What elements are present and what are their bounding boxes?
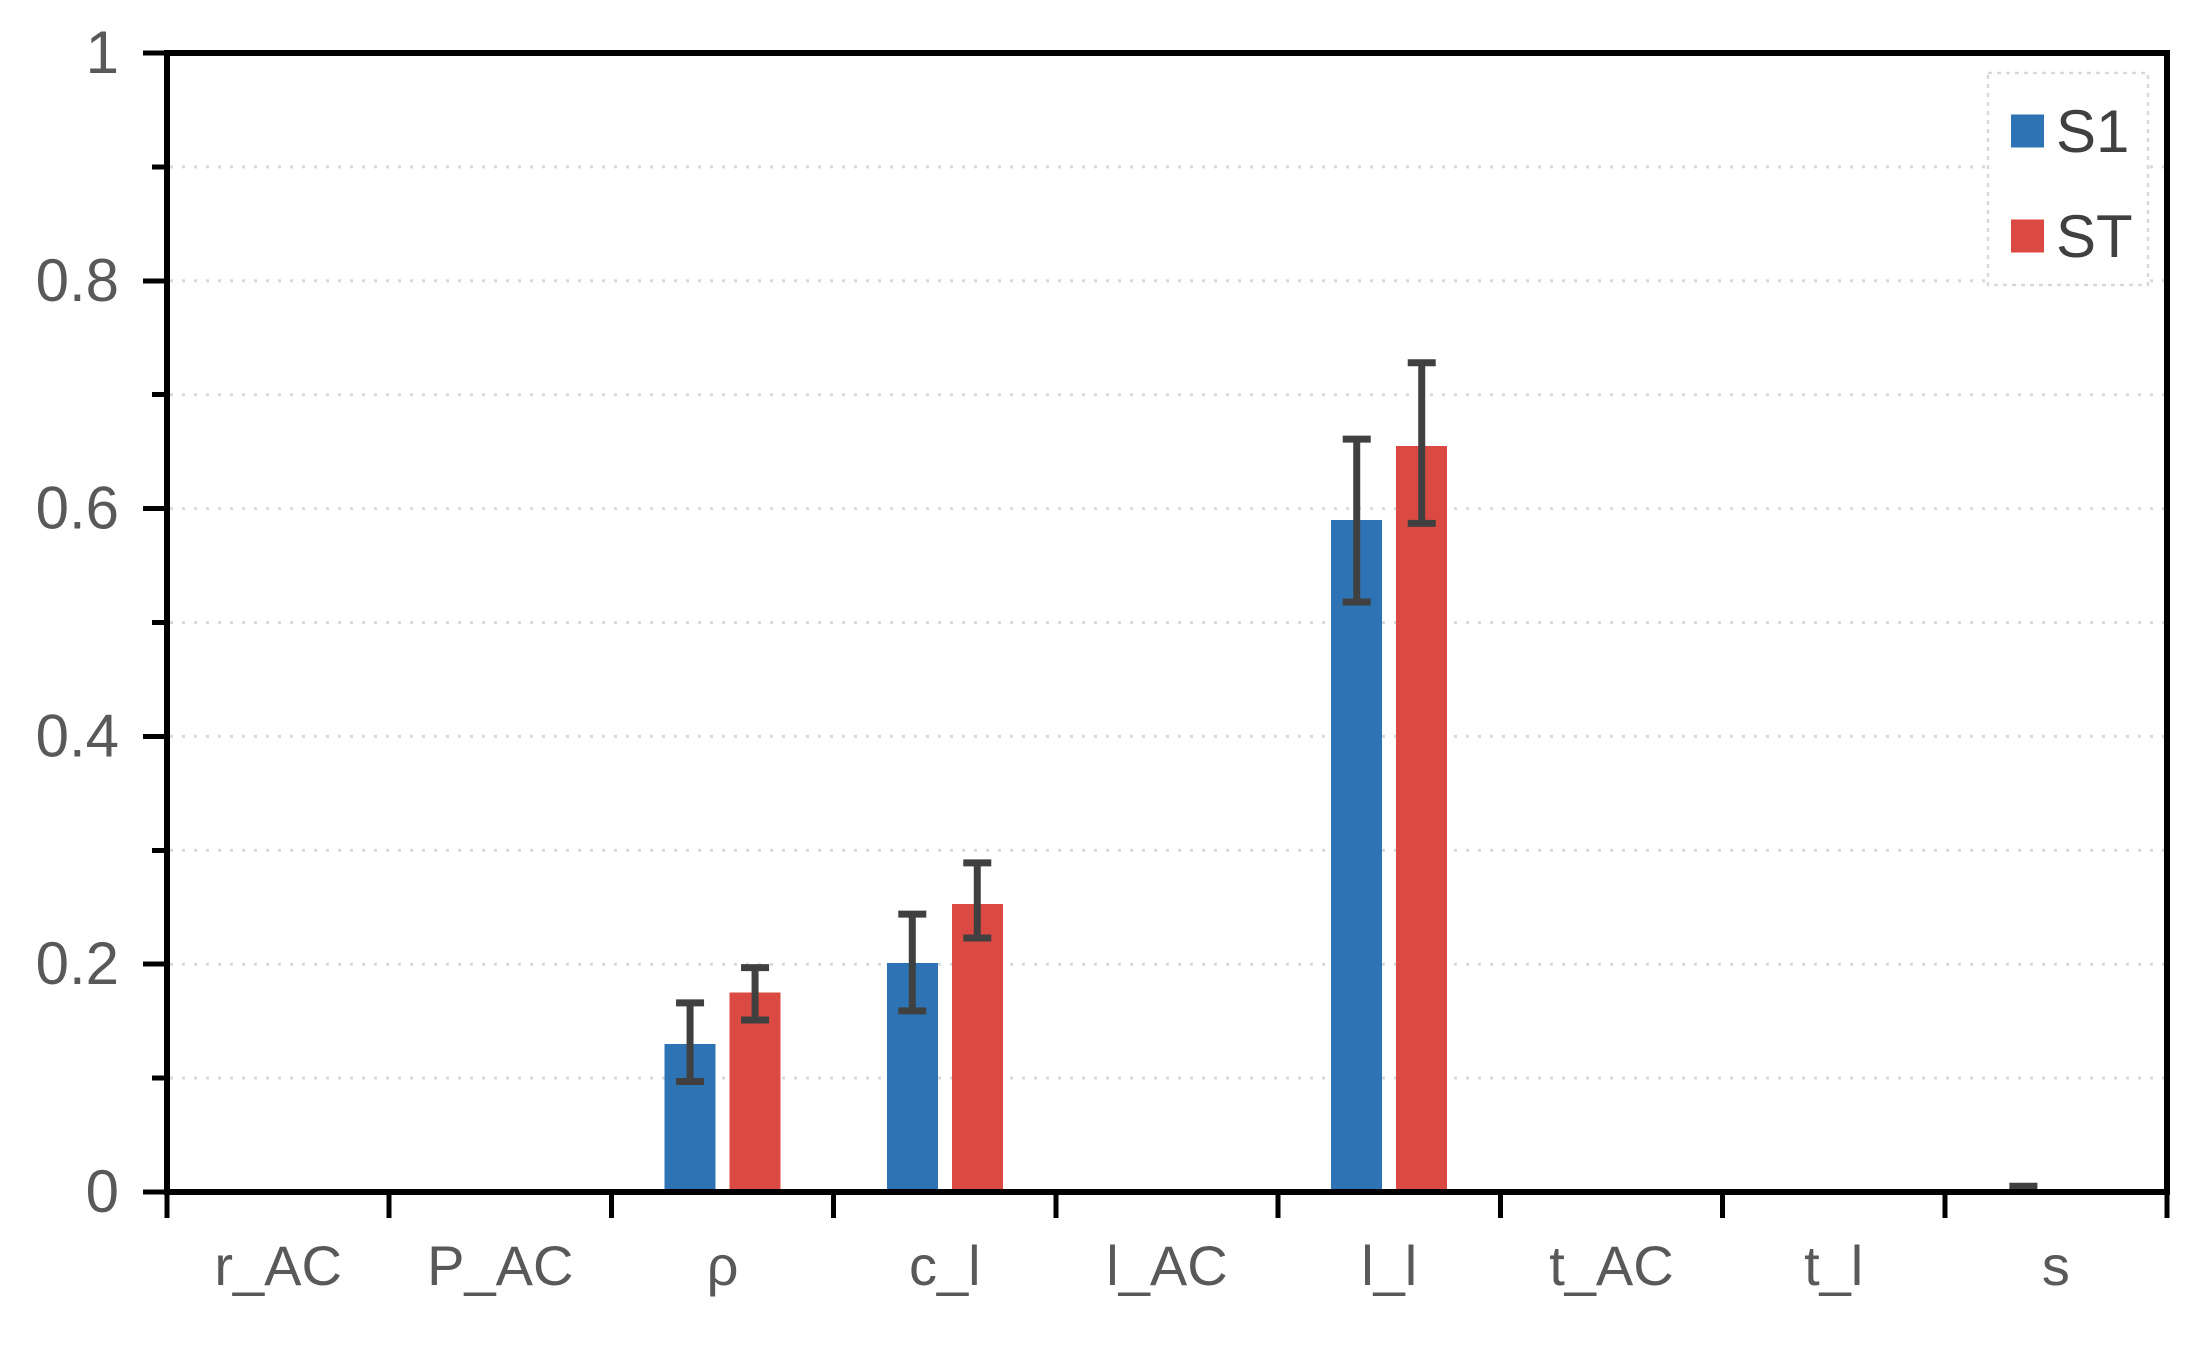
y-tick-label: 0.4 — [36, 702, 119, 769]
x-tick-label: t_l — [1804, 1234, 1863, 1297]
legend-swatch-st — [2011, 219, 2044, 253]
bar-st-cat2 — [729, 992, 781, 1192]
bar-s1-cat5 — [1331, 519, 1383, 1192]
x-tick-label: l_l — [1361, 1234, 1417, 1297]
y-tick-label: 0 — [86, 1158, 119, 1225]
y-tick-label: 0.2 — [36, 930, 119, 997]
bar-st-cat3 — [951, 903, 1003, 1192]
x-tick-label: c_l — [909, 1234, 981, 1297]
y-tick-label: 0.8 — [36, 247, 119, 314]
y-tick-label: 0.6 — [36, 475, 119, 542]
legend-label-s1: S1 — [2056, 98, 2129, 165]
x-tick-label: P_AC — [427, 1234, 573, 1297]
x-tick-label: l_AC — [1106, 1234, 1227, 1297]
legend-label-st: ST — [2056, 203, 2133, 270]
x-tick-label: s — [2042, 1234, 2070, 1297]
y-tick-label: 1 — [86, 19, 119, 86]
bar-st-cat5 — [1396, 445, 1448, 1193]
x-tick-label: ρ — [707, 1234, 739, 1297]
legend-swatch-s1 — [2011, 114, 2044, 148]
legend-box — [1986, 71, 2150, 287]
x-tick-label: r_AC — [214, 1234, 342, 1297]
x-tick-label: t_AC — [1549, 1234, 1674, 1297]
